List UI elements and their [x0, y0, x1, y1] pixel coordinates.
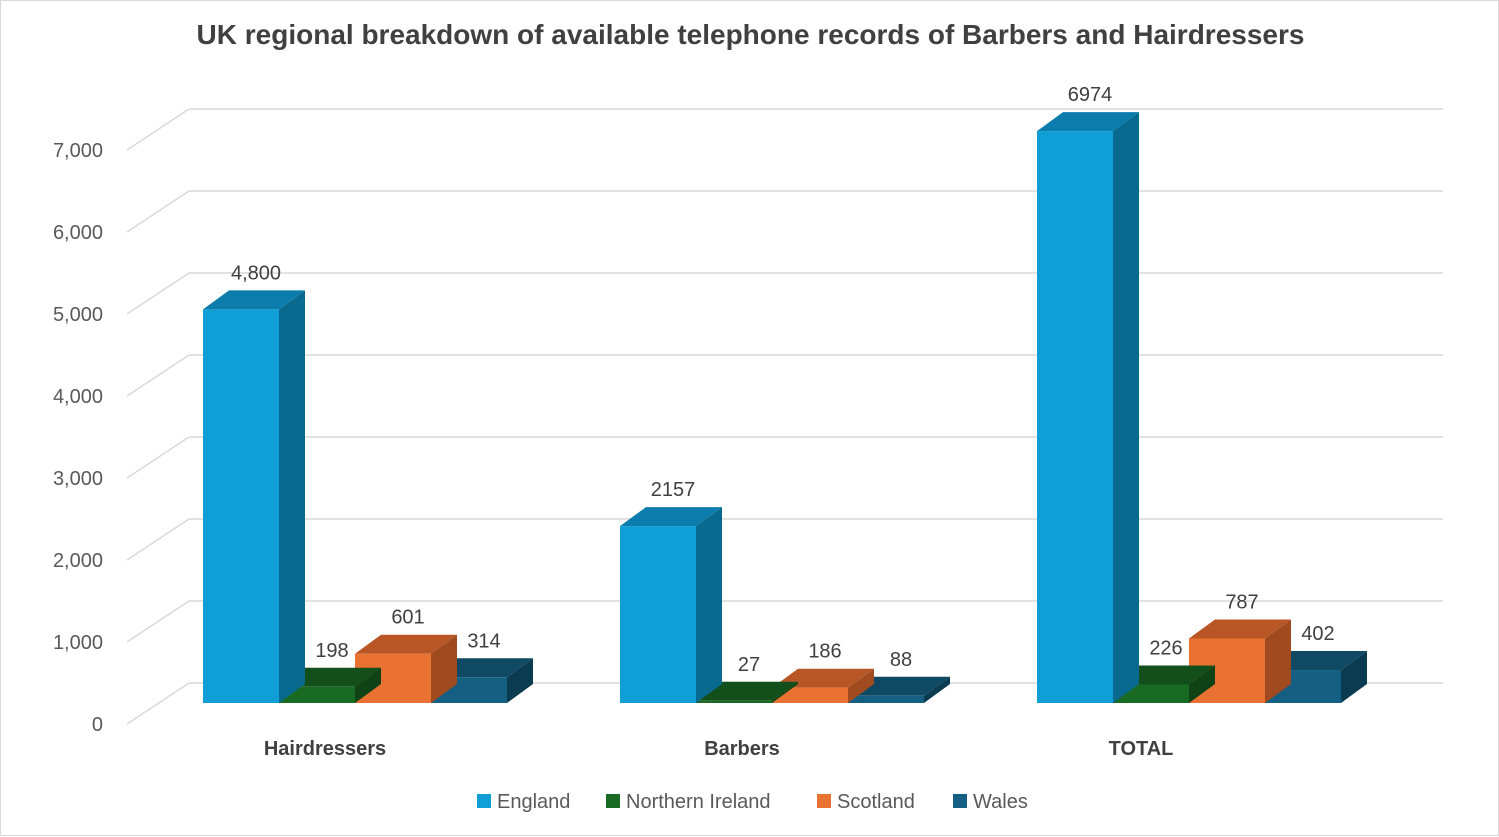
bar-front — [203, 309, 279, 703]
gridline-side — [126, 518, 190, 561]
y-tick-label: 1,000 — [53, 632, 103, 654]
data-label-england-barbers: 2157 — [651, 479, 696, 501]
data-label-england-hairdressers: 4,800 — [231, 262, 281, 284]
gridline-side — [126, 190, 190, 233]
category-labels: Hairdressers Barbers TOTAL — [264, 738, 1174, 760]
bar-side — [772, 681, 798, 703]
bar-england-hairdressers — [203, 290, 305, 703]
gridlines — [126, 108, 1443, 725]
y-tick-label: 7,000 — [53, 140, 103, 162]
bar-side — [848, 668, 874, 703]
y-tick-label: 2,000 — [53, 550, 103, 572]
category-label-hairdressers: Hairdressers — [264, 738, 386, 760]
legend-label: Scotland — [837, 791, 915, 813]
gridline — [126, 436, 1443, 479]
legend-label: England — [497, 791, 570, 813]
bar-side — [1113, 112, 1139, 703]
chart-title: UK regional breakdown of available telep… — [196, 19, 1305, 50]
bar-side — [279, 290, 305, 703]
data-label-england-total: 6974 — [1068, 84, 1113, 106]
bar-side — [696, 507, 722, 703]
bar-england-total — [1037, 112, 1139, 703]
data-label-wales-barbers: 88 — [890, 649, 912, 671]
y-tick-label: 5,000 — [53, 304, 103, 326]
data-label-northern-ireland-barbers: 27 — [738, 654, 760, 676]
bar-top — [620, 507, 722, 527]
bar-front — [620, 526, 696, 703]
legend-item-wales: Wales — [953, 791, 1028, 813]
bar-side — [1189, 665, 1215, 703]
gridline-side — [126, 108, 190, 151]
bar-front — [1037, 131, 1113, 703]
category-label-barbers: Barbers — [704, 738, 780, 760]
y-tick-label: 4,000 — [53, 386, 103, 408]
bar-top — [1037, 112, 1139, 132]
y-tick-label: 6,000 — [53, 222, 103, 244]
legend-swatch — [817, 794, 831, 808]
legend-swatch — [477, 794, 491, 808]
gridline — [126, 354, 1443, 397]
gridline-side — [126, 682, 190, 725]
gridline-side — [126, 354, 190, 397]
bar-top — [355, 634, 457, 654]
bar-top — [203, 290, 305, 310]
data-label-northern-ireland-total: 226 — [1149, 637, 1182, 659]
data-label-scotland-total: 787 — [1225, 591, 1258, 613]
bar-side — [1265, 619, 1291, 703]
data-label-scotland-barbers: 186 — [808, 641, 841, 663]
bar-northern-ireland-barbers — [696, 681, 798, 703]
bar-front — [772, 687, 848, 703]
category-label-total: TOTAL — [1109, 738, 1174, 760]
bar-side — [507, 658, 533, 703]
y-axis-ticks: 0 1,000 2,000 3,000 4,000 5,000 6,000 7,000 — [53, 140, 103, 736]
y-tick-label: 3,000 — [53, 468, 103, 490]
bar-scotland-total — [1189, 619, 1291, 703]
gridline-side — [126, 436, 190, 479]
gridline — [126, 190, 1443, 233]
bar-side — [924, 676, 950, 703]
legend-item-northern-ireland: Northern Ireland — [606, 791, 771, 813]
legend-swatch — [606, 794, 620, 808]
gridline — [126, 600, 1443, 643]
data-labels: 4,800 198 601 314 2157 27 186 88 6974 226 787 402 — [231, 84, 1335, 676]
gridline — [126, 272, 1443, 315]
bar-front — [279, 686, 355, 703]
legend-label: Northern Ireland — [626, 791, 771, 813]
bar-top — [696, 681, 798, 701]
data-label-northern-ireland-hairdressers: 198 — [315, 640, 348, 662]
data-label-wales-total: 402 — [1301, 623, 1334, 645]
bar-side — [431, 634, 457, 703]
y-tick-label: 0 — [92, 714, 103, 736]
data-label-wales-hairdressers: 314 — [467, 630, 500, 652]
gridline-side — [126, 600, 190, 643]
bar-front — [848, 695, 924, 703]
legend-item-england: England — [477, 791, 570, 813]
legend-swatch — [953, 794, 967, 808]
gridline-side — [126, 272, 190, 315]
data-label-scotland-hairdressers: 601 — [391, 607, 424, 629]
gridline — [126, 108, 1443, 151]
gridline — [126, 518, 1443, 561]
bars — [203, 112, 1367, 703]
bar-england-barbers — [620, 507, 722, 703]
legend-item-scotland: Scotland — [817, 791, 915, 813]
legend: England Northern Ireland Scotland Wales — [477, 791, 1028, 813]
bar-front — [696, 700, 772, 703]
bar-side — [355, 667, 381, 703]
bar-side — [1341, 651, 1367, 703]
bar-top — [1189, 619, 1291, 639]
legend-label: Wales — [973, 791, 1028, 813]
